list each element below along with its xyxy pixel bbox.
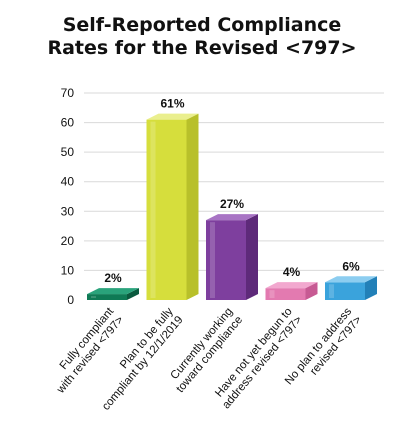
- bar-top: [325, 276, 377, 283]
- bar-side: [127, 288, 139, 300]
- chart-title-line-2: Rates for the Revised <797>: [47, 37, 357, 59]
- y-tick-label: 50: [61, 145, 75, 159]
- bar-top: [146, 113, 199, 120]
- chart-title: Self-Reported Compliance Rates for the R…: [0, 14, 404, 60]
- y-tick-label: 20: [61, 234, 75, 248]
- data-label: 6%: [342, 259, 360, 273]
- bar: [146, 119, 187, 300]
- bar-top: [87, 288, 139, 295]
- bar-top: [265, 282, 318, 289]
- y-tick-label: 10: [61, 263, 75, 277]
- bar-top: [206, 214, 258, 221]
- bar-highlight: [150, 121, 156, 298]
- data-label: 61%: [160, 97, 184, 111]
- bar: [265, 288, 306, 300]
- y-tick-label: 30: [61, 204, 75, 218]
- bar-side: [246, 214, 258, 300]
- y-tick-label: 70: [61, 86, 75, 100]
- bar-side: [365, 276, 377, 300]
- y-tick-label: 60: [61, 116, 75, 130]
- data-label: 27%: [220, 197, 244, 211]
- bar-side: [186, 113, 199, 300]
- bar: [206, 220, 246, 300]
- y-tick-label: 0: [67, 293, 74, 307]
- bar: [325, 282, 365, 300]
- bar-highlight: [91, 296, 96, 298]
- bar-side: [305, 282, 318, 300]
- data-label: 4%: [283, 265, 301, 279]
- chart-title-line-1: Self-Reported Compliance: [62, 14, 342, 36]
- data-label: 2%: [104, 271, 122, 285]
- y-tick-label: 40: [61, 175, 75, 189]
- bar: [87, 294, 127, 300]
- bar-highlight: [210, 222, 215, 298]
- bar-highlight: [329, 284, 334, 298]
- bar-highlight: [269, 290, 275, 298]
